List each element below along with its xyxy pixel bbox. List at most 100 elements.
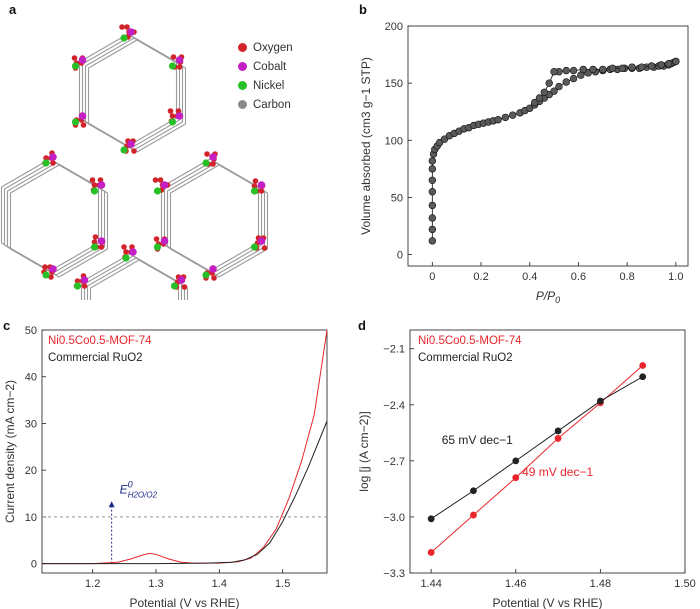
isotherm-point-desorption <box>545 79 553 87</box>
framework-bond <box>10 164 60 194</box>
oxygen-atom <box>131 148 137 154</box>
isotherm-point-desorption <box>535 94 544 102</box>
framework-bond <box>79 33 129 63</box>
curve-mof <box>42 329 328 565</box>
oxygen-atom <box>176 64 183 70</box>
x-tick-label: 1.50 <box>674 578 695 590</box>
nickel-atom <box>202 271 210 279</box>
framework-bond <box>215 246 265 276</box>
isotherm-point-desorption <box>599 65 607 74</box>
isotherm-point-desorption <box>550 68 558 76</box>
isotherm-point-adsorption <box>428 188 437 196</box>
isotherm-point-adsorption <box>555 82 563 91</box>
legend-label: Nickel <box>253 80 285 92</box>
legend-dot <box>238 43 247 53</box>
legend-label: Carbon <box>253 99 291 111</box>
y-tick-label: 0 <box>31 559 37 571</box>
legend-item-nickel: Nickel <box>238 80 284 92</box>
oxygen-atom <box>181 284 188 290</box>
oxygen-atom <box>252 178 259 184</box>
legend-dot <box>238 62 247 72</box>
x-tick-label: 1.4 <box>212 578 227 590</box>
legend-dot <box>238 100 247 110</box>
legend-item-carbon: Carbon <box>238 99 291 111</box>
panel-label-b: b <box>359 2 367 17</box>
y-tick-label: 100 <box>385 135 403 147</box>
oxygen-atom <box>123 249 129 255</box>
isotherm-point-adsorption <box>428 157 437 165</box>
plot-frame <box>409 329 686 574</box>
cobalt-atom <box>175 56 184 64</box>
framework-bond <box>88 123 138 153</box>
cobalt-atom <box>129 248 137 256</box>
framework-bond <box>133 121 183 151</box>
x-axis-label: Potential (V vs RHE) <box>129 596 239 609</box>
polarization-chart: 1.2 1.3 1.4 1.5 0 10 20 30 40 50 Potential (V vs R… <box>3 325 328 609</box>
cobalt-atom <box>160 181 169 189</box>
isotherm-point-adsorption <box>428 176 437 184</box>
annotation-superscript: 0 <box>128 480 133 490</box>
tafel-point <box>470 511 477 519</box>
cobalt-atom <box>177 276 186 284</box>
y-tick-label: 50 <box>25 325 37 337</box>
framework-bond <box>138 259 188 289</box>
oxygen-atom <box>167 108 174 114</box>
framework-bond <box>49 242 99 272</box>
y-axis-label: Current density (mA cm−2) <box>3 380 17 523</box>
annotation-label: E0 H2O/O2 <box>120 480 158 500</box>
y-tick-label: −2.4 <box>383 400 405 412</box>
framework-bond <box>85 37 135 67</box>
framework-bond <box>218 164 268 194</box>
isotherm-point-adsorption <box>494 116 502 124</box>
nickel-atom <box>170 282 179 290</box>
framework-bond <box>1 158 51 188</box>
framework-bond <box>81 253 131 283</box>
y-tick-label: 0 <box>397 250 403 262</box>
y-tick-label: 40 <box>25 372 37 384</box>
oxygen-atom <box>251 183 258 189</box>
nickel-atom <box>250 187 259 195</box>
isotherm-point-adsorption <box>428 214 437 222</box>
framework-bond <box>161 158 211 188</box>
plot-frame <box>407 25 689 267</box>
framework-bond <box>136 39 186 69</box>
framework-bond <box>58 164 108 194</box>
x-tick-label: 0.4 <box>522 271 537 283</box>
mof-structure-illustration <box>0 24 269 300</box>
isotherm-point-desorption <box>569 66 578 75</box>
y-tick-label: −2.1 <box>383 344 405 356</box>
oxygen-atom <box>48 274 54 280</box>
oxygen-atom <box>43 155 49 161</box>
x-axis-label: P/P0 <box>536 289 560 305</box>
nickel-atom <box>153 187 162 195</box>
cobalt-atom <box>175 112 184 120</box>
nickel-atom <box>122 254 130 262</box>
nickel-atom <box>73 282 82 290</box>
cobalt-atom <box>80 276 89 284</box>
isotherm-point-adsorption <box>428 201 437 210</box>
annotation-subscript: H2O/O2 <box>128 491 158 500</box>
isotherm-point-desorption <box>672 57 680 66</box>
nickel-atom <box>71 62 80 70</box>
oxygen-atom <box>98 244 105 250</box>
nickel-atom <box>168 62 177 70</box>
slope-label-mof: 49 mV dec−1 <box>522 465 593 479</box>
framework-group <box>0 24 269 300</box>
x-tick-label: 0.6 <box>571 271 586 283</box>
oxygen-atom <box>258 188 265 194</box>
y-axis-label: Volume absorbed (cm3 g−1 STP) <box>359 57 373 235</box>
x-tick-label: 1.5 <box>275 578 290 590</box>
legend-dot <box>238 81 247 91</box>
framework-bond <box>7 162 57 192</box>
oxygen-atom <box>152 177 159 183</box>
isotherm-point-desorption <box>664 60 673 68</box>
isotherm-point-adsorption <box>428 225 437 234</box>
oxygen-atom <box>91 182 98 188</box>
framework-bond <box>88 39 138 69</box>
cobalt-atom <box>257 237 266 245</box>
x-tick-label: 0 <box>429 271 435 283</box>
oxygen-atom <box>204 151 210 157</box>
x-tick-label: 1.3 <box>148 578 163 590</box>
cobalt-atom <box>97 237 106 245</box>
isotherm-point-adsorption <box>562 78 570 86</box>
